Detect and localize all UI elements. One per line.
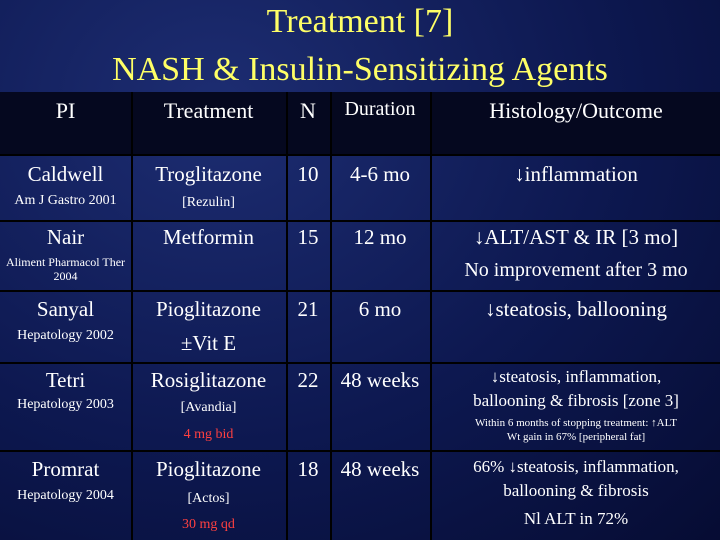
- row5-drug-sub: [Actos]: [187, 491, 230, 506]
- row1-drug-sub: [Rezulin]: [182, 195, 235, 210]
- slide-title-line-2: NASH & Insulin-Sensitizing Agents: [112, 51, 608, 88]
- grid-vline-3: [330, 92, 332, 540]
- row2-pi: Nair: [46, 225, 85, 249]
- grid-vline-2: [286, 92, 288, 540]
- row4-n: 22: [297, 368, 319, 392]
- row4-note-2: Wt gain in 67% [peripheral fat]: [506, 431, 646, 443]
- grid-hline-header: [0, 154, 720, 156]
- row3-outcome: ↓steatosis, ballooning: [485, 297, 667, 321]
- grid-vline-1: [131, 92, 133, 540]
- header-outcome: Histology/Outcome: [489, 98, 663, 123]
- row4-duration: 48 weeks: [340, 368, 420, 392]
- row5-ref: Hepatology 2004: [17, 488, 114, 503]
- row5-dose: 30 mg qd: [182, 517, 235, 532]
- row1-duration: 4-6 mo: [349, 162, 411, 186]
- row2-duration: 12 mo: [353, 225, 407, 249]
- row5-pi: Promrat: [31, 457, 100, 481]
- header-band: [0, 92, 720, 154]
- row5-outcome-1: 66% ↓steatosis, inflammation,: [473, 457, 679, 476]
- row5-drug: Pioglitazone: [156, 457, 261, 481]
- row4-dose: 4 mg bid: [183, 427, 234, 442]
- row5-duration: 48 weeks: [340, 457, 420, 481]
- row1-outcome: ↓inflammation: [514, 162, 638, 186]
- row4-outcome-1: ↓steatosis, inflammation,: [490, 367, 662, 386]
- row4-drug-sub: [Avandia]: [180, 400, 237, 415]
- row2-drug: Metformin: [163, 225, 254, 249]
- grid-hline-row3: [0, 362, 720, 364]
- row4-outcome-2: ballooning & fibrosis [zone 3]: [473, 391, 679, 410]
- row3-ref: Hepatology 2002: [17, 328, 114, 343]
- row2-n: 15: [297, 225, 319, 249]
- row2-outcome-2: No improvement after 3 mo: [464, 259, 688, 281]
- row4-pi: Tetri: [45, 368, 86, 392]
- row5-outcome-3: Nl ALT in 72%: [523, 509, 629, 528]
- grid-hline-row1: [0, 220, 720, 222]
- row5-n: 18: [297, 457, 319, 481]
- row5-outcome-2: ballooning & fibrosis: [503, 481, 649, 500]
- row3-n: 21: [297, 297, 319, 321]
- header-duration: Duration: [344, 98, 416, 120]
- row4-ref: Hepatology 2003: [17, 397, 114, 412]
- header-treatment: Treatment: [163, 98, 254, 123]
- row3-drug: Pioglitazone: [156, 297, 261, 321]
- row1-ref: Am J Gastro 2001: [14, 193, 117, 208]
- row1-drug: Troglitazone: [155, 162, 262, 186]
- row4-drug: Rosiglitazone: [150, 368, 267, 392]
- row2-outcome-1: ↓ALT/AST & IR [3 mo]: [473, 225, 679, 249]
- header-pi: PI: [55, 98, 76, 123]
- row3-duration: 6 mo: [358, 297, 402, 321]
- row2-ref: Aliment Pharmacol Ther 2004: [5, 255, 126, 283]
- row1-pi: Caldwell: [27, 162, 104, 186]
- row3-pi: Sanyal: [36, 297, 95, 321]
- grid-hline-row4: [0, 450, 720, 452]
- row3-drug-sub: ±Vit E: [180, 331, 237, 355]
- row4-note-1: Within 6 months of stopping treatment: ↑…: [474, 417, 678, 429]
- grid-hline-row2: [0, 290, 720, 292]
- grid-vline-4: [430, 92, 432, 540]
- row1-n: 10: [297, 162, 319, 186]
- header-n: N: [300, 98, 316, 123]
- slide-title-line-1: Treatment [7]: [266, 3, 454, 40]
